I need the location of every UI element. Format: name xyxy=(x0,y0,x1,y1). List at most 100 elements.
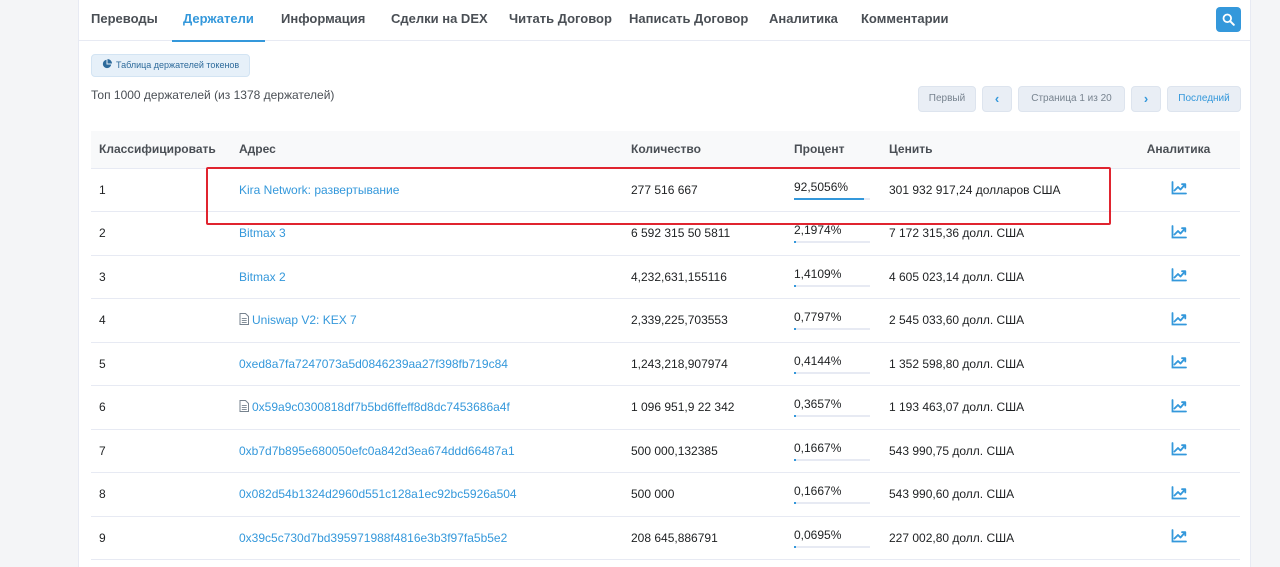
trend-chart-icon[interactable] xyxy=(1171,268,1187,282)
holder-address-link[interactable]: Bitmax 2 xyxy=(239,269,286,284)
table-row: 2 Bitmax 3 6 592 315 50 5811 2,1974% 7 172 3… xyxy=(91,211,1240,256)
tab-info[interactable]: Информация xyxy=(281,11,366,26)
search-icon xyxy=(1222,13,1235,26)
percent-cell: 0,7797% xyxy=(786,298,881,343)
chart-button-label: Таблица держателей токенов xyxy=(116,60,240,70)
percent-text: 2,1974% xyxy=(794,223,842,238)
table-row: 8 0x082d54b1324d2960d551c128a1ec92bc5926a… xyxy=(91,472,1240,517)
value-cell: 227 002,80 долл. США xyxy=(881,516,1117,560)
holder-address-link[interactable]: Bitmax 3 xyxy=(239,226,286,241)
trend-chart-icon[interactable] xyxy=(1171,311,1187,326)
table-row: 1 Kira Network: развертывание 277 516 667 9… xyxy=(91,168,1240,212)
analytics-cell xyxy=(1117,255,1240,299)
percent-progress-fill xyxy=(794,241,796,244)
value-cell: 1 352 598,80 долл. США xyxy=(881,342,1117,386)
table-row: 7 0xb7d7b895e680050efc0a842d3ea674ddd6648… xyxy=(91,429,1240,473)
trend-chart-icon[interactable] xyxy=(1171,529,1187,543)
percent-text: 0,1667% xyxy=(794,484,842,499)
table-header-row: Классифицировать Адрес Количество Процен… xyxy=(91,131,1240,169)
percent-progress-bar xyxy=(794,197,870,200)
rank-cell: 3 xyxy=(91,255,231,299)
token-holders-chart-button[interactable]: Таблица держателей токенов xyxy=(91,54,251,77)
percent-text: 0,4144% xyxy=(794,353,842,368)
quantity-cell: 2,339,225,703553 xyxy=(623,298,786,343)
percent-progress-fill xyxy=(794,197,865,200)
tab-analytics[interactable]: Аналитика xyxy=(769,11,838,26)
tab-transfers[interactable]: Переводы xyxy=(91,11,158,26)
header-address: Адрес xyxy=(231,131,623,169)
percent-progress-bar xyxy=(794,284,870,287)
tab-holders[interactable]: Держатели xyxy=(172,0,265,42)
rank-cell: 6 xyxy=(91,385,231,430)
holder-address-link[interactable]: 0x39c5c730d7bd395971988f4816e3b3f97fa5b5… xyxy=(239,530,508,545)
tab-read-contract[interactable]: Читать Договор xyxy=(509,11,612,26)
quantity-cell: 277 516 667 xyxy=(623,168,786,212)
document-icon xyxy=(239,400,249,413)
pagination-prev-button[interactable]: ‹ xyxy=(982,86,1012,112)
trend-chart-icon[interactable] xyxy=(1171,442,1187,456)
percent-progress-fill xyxy=(794,328,796,331)
percent-text: 0,3657% xyxy=(794,397,842,412)
address-cell: 0xb7d7b895e680050efc0a842d3ea674ddd66487… xyxy=(231,429,623,473)
address-cell: Uniswap V2: KEX 7 xyxy=(231,298,623,343)
holder-address-link[interactable]: 0x59a9c0300818df7b5bd6ffeff8d8dc7453686a… xyxy=(252,400,510,415)
percent-progress-bar xyxy=(794,241,870,244)
percent-text: 0,1667% xyxy=(794,440,842,455)
holder-address-link[interactable]: 0x082d54b1324d2960d551c128a1ec92bc5926a5… xyxy=(239,487,517,502)
percent-progress-bar xyxy=(794,371,870,374)
pagination-first-button[interactable]: Первый xyxy=(918,86,976,112)
rank-cell: 9 xyxy=(91,516,231,560)
trend-chart-icon[interactable] xyxy=(1171,398,1187,413)
percent-cell: 0,3657% xyxy=(786,385,881,430)
percent-progress-fill xyxy=(794,545,796,548)
table-row: 4 Uniswap V2: KEX 7 2,339,225,703553 0,7797… xyxy=(91,298,1240,343)
holders-table: Классифицировать Адрес Количество Процен… xyxy=(91,131,1240,560)
tab-comments[interactable]: Комментарии xyxy=(861,11,949,26)
percent-cell: 0,0695% xyxy=(786,516,881,560)
quantity-cell: 1,243,218,907974 xyxy=(623,342,786,386)
value-cell: 1 193 463,07 долл. США xyxy=(881,385,1117,430)
analytics-cell xyxy=(1117,472,1240,517)
holder-address-link[interactable]: Kira Network: развертывание xyxy=(239,182,400,197)
value-cell: 543 990,60 долл. США xyxy=(881,472,1117,517)
percent-progress-bar xyxy=(794,328,870,331)
header-quantity: Количество xyxy=(623,131,786,169)
analytics-cell xyxy=(1117,516,1240,560)
holder-address-link[interactable]: 0xed8a7fa7247073a5d0846239aa27f398fb719c… xyxy=(239,356,508,371)
trend-chart-icon[interactable] xyxy=(1171,224,1187,239)
pagination-next-button[interactable]: › xyxy=(1131,86,1161,112)
address-cell: 0x59a9c0300818df7b5bd6ffeff8d8dc7453686a… xyxy=(231,385,623,430)
search-button[interactable] xyxy=(1216,7,1241,32)
percent-text: 0,0695% xyxy=(794,527,842,542)
quantity-cell: 500 000 xyxy=(623,472,786,517)
percent-cell: 2,1974% xyxy=(786,211,881,256)
trend-chart-icon[interactable] xyxy=(1171,485,1187,500)
address-cell: Kira Network: развертывание xyxy=(231,168,623,212)
rank-cell: 5 xyxy=(91,342,231,386)
percent-progress-bar xyxy=(794,415,870,418)
rank-cell: 4 xyxy=(91,298,231,343)
pagination-last-button[interactable]: Последний xyxy=(1167,86,1241,112)
trend-chart-icon[interactable] xyxy=(1171,181,1187,195)
tab-dex-trades[interactable]: Сделки на DEX xyxy=(391,11,488,26)
analytics-cell xyxy=(1117,298,1240,343)
percent-progress-fill xyxy=(794,502,796,505)
header-rank[interactable]: Классифицировать xyxy=(91,131,231,169)
trend-chart-icon[interactable] xyxy=(1171,355,1187,369)
percent-cell: 0,1667% xyxy=(786,472,881,517)
value-cell: 2 545 033,60 долл. США xyxy=(881,298,1117,343)
value-cell: 301 932 917,24 долларов США xyxy=(881,168,1117,212)
tab-write-contract[interactable]: Написать Договор xyxy=(629,11,749,26)
table-row: 6 0x59a9c0300818df7b5bd6ffeff8d8dc7453686… xyxy=(91,385,1240,430)
pagination-page-info: Страница 1 из 20 xyxy=(1018,86,1125,112)
rank-cell: 1 xyxy=(91,168,231,212)
percent-cell: 92,5056% xyxy=(786,168,881,212)
analytics-cell xyxy=(1117,211,1240,256)
holder-address-link[interactable]: Uniswap V2: KEX 7 xyxy=(252,313,357,328)
table-row: 9 0x39c5c730d7bd395971988f4816e3b3f97fa5b… xyxy=(91,516,1240,560)
analytics-cell xyxy=(1117,342,1240,386)
analytics-cell xyxy=(1117,429,1240,473)
tab-bar: Переводы Держатели Информация Сделки на … xyxy=(79,0,1250,42)
holder-address-link[interactable]: 0xb7d7b895e680050efc0a842d3ea674ddd66487… xyxy=(239,443,515,458)
address-cell: 0x39c5c730d7bd395971988f4816e3b3f97fa5b5… xyxy=(231,516,623,560)
